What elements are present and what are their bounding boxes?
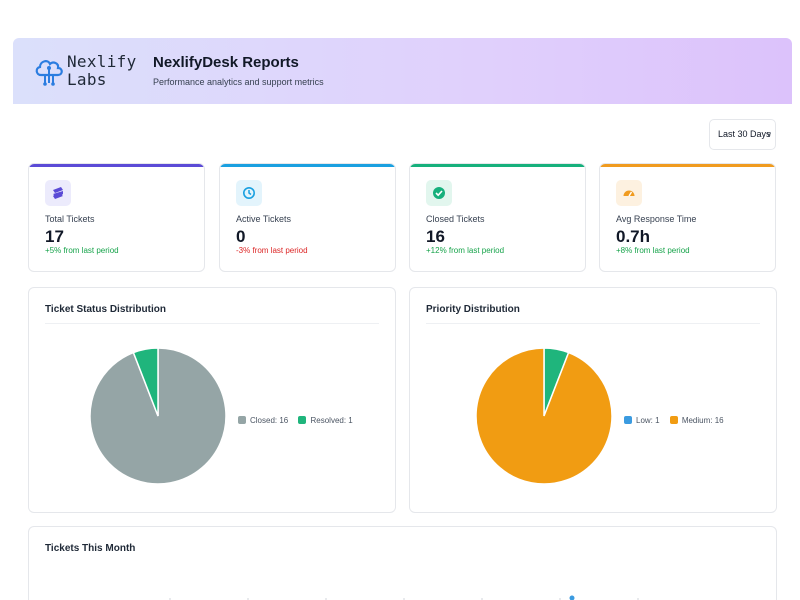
legend-swatch [298, 416, 307, 424]
stat-card-active-tickets: Active Tickets 0 -3% from last period [219, 163, 396, 272]
priority-distribution-panel: Priority Distribution Low: 1 Medium: 16 [409, 287, 777, 513]
panel-title: Priority Distribution [426, 304, 520, 315]
data-point[interactable] [569, 595, 575, 600]
stat-value: 0.7h [616, 227, 651, 246]
date-range-select[interactable]: Last 30 Days ∨ [709, 119, 776, 150]
status-chart-legend: Closed: 16 Resolved: 1 [238, 416, 361, 425]
status-pie-chart [89, 347, 227, 485]
stat-value: 16 [426, 227, 445, 246]
monthly-line-chart [169, 595, 639, 600]
legend-item-medium[interactable]: Medium: 16 [669, 416, 724, 425]
legend-item-resolved[interactable]: Resolved: 1 [298, 416, 353, 425]
logo-wordmark: Nexlify Labs [67, 52, 137, 89]
legend-label: Medium: 16 [681, 416, 724, 425]
panel-title: Tickets This Month [45, 543, 136, 554]
legend-swatch [238, 416, 246, 424]
legend-swatch [624, 416, 632, 424]
date-range-value: Last 30 Days [718, 129, 771, 139]
stat-card-total-tickets: Total Tickets 17 +5% from last period [28, 163, 205, 272]
status-distribution-panel: Ticket Status Distribution Closed: 16 Re… [28, 287, 396, 513]
card-accent-bar [29, 164, 204, 167]
legend-label: Closed: 16 [250, 416, 289, 425]
legend-item-low[interactable]: Low: 1 [624, 416, 660, 425]
card-accent-bar [220, 164, 395, 167]
legend-label: Low: 1 [636, 416, 660, 425]
speedometer-icon [616, 180, 642, 206]
cloud-network-icon [35, 60, 63, 86]
priority-chart-legend: Low: 1 Medium: 16 [624, 416, 732, 425]
check-circle-icon [426, 180, 452, 206]
stat-label: Active Tickets [236, 214, 292, 224]
legend-swatch [669, 416, 678, 424]
stat-value: 0 [236, 227, 246, 246]
pie-slice-medium[interactable] [475, 347, 613, 485]
ticket-icon [45, 180, 71, 206]
stat-label: Closed Tickets [426, 214, 485, 224]
pie-slice-resolved[interactable] [132, 347, 159, 417]
stat-label: Avg Response Time [616, 214, 697, 224]
page-subtitle: Performance analytics and support metric… [153, 77, 324, 87]
divider [45, 323, 379, 324]
company-logo: Nexlify Labs [33, 52, 143, 92]
tickets-this-month-panel: Tickets This Month [28, 526, 777, 600]
report-header: Nexlify Labs NexlifyDesk Reports Perform… [13, 38, 792, 104]
legend-label: Resolved: 1 [310, 416, 353, 425]
card-accent-bar [410, 164, 585, 167]
priority-pie-chart [475, 347, 613, 485]
stat-label: Total Tickets [45, 214, 95, 224]
clock-icon [236, 180, 262, 206]
panel-title: Ticket Status Distribution [45, 304, 166, 315]
chevron-down-icon: ∨ [766, 130, 772, 139]
card-accent-bar [600, 164, 775, 167]
stat-card-closed-tickets: Closed Tickets 16 +12% from last period [409, 163, 586, 272]
stat-delta: +5% from last period [45, 246, 119, 255]
stat-value: 17 [45, 227, 64, 246]
legend-item-closed[interactable]: Closed: 16 [238, 416, 288, 425]
stat-card-avg-response-time: Avg Response Time 0.7h +8% from last per… [599, 163, 776, 272]
stat-delta: +12% from last period [426, 246, 505, 255]
stat-delta: +8% from last period [616, 246, 690, 255]
stat-delta: -3% from last period [236, 246, 308, 255]
page-title: NexlifyDesk Reports [153, 54, 299, 71]
divider [426, 323, 760, 324]
